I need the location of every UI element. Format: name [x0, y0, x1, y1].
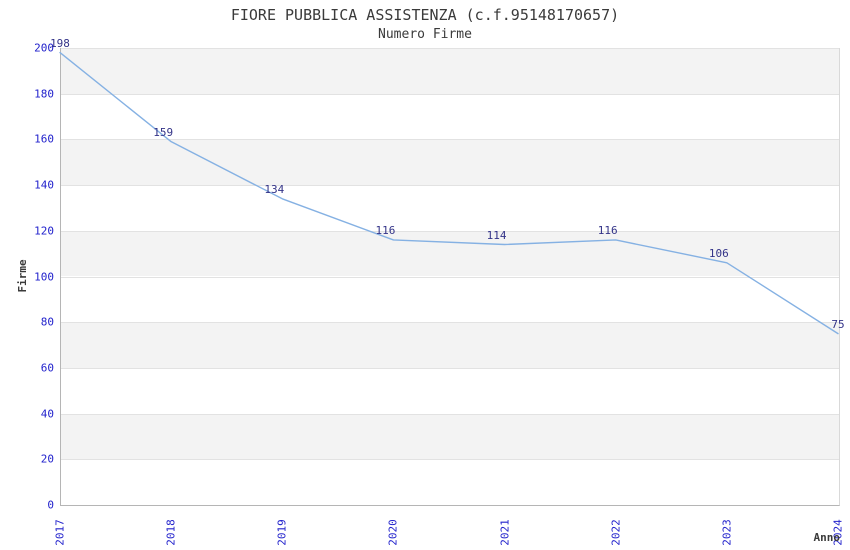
y-axis-title: Firme	[16, 259, 29, 293]
gridline	[61, 185, 839, 187]
gridline	[61, 459, 839, 461]
y-tick-label: 0	[47, 498, 54, 512]
y-tick-label: 120	[34, 224, 54, 238]
gridline	[61, 230, 839, 232]
chart-title: FIORE PUBBLICA ASSISTENZA (c.f.951481706…	[230, 6, 620, 24]
plot-band	[61, 322, 839, 368]
plot-band	[61, 276, 839, 323]
x-tick-label: 2023	[720, 519, 734, 546]
plot-band	[61, 185, 839, 231]
plot-band	[61, 367, 839, 414]
chart-subtitle: Numero Firme	[378, 27, 472, 42]
plot-band	[61, 413, 839, 460]
y-tick-label: 140	[34, 178, 54, 192]
data-label: 159	[153, 125, 174, 139]
x-tick-label: 2020	[386, 519, 400, 546]
gridline	[61, 322, 839, 324]
data-label: 114	[486, 228, 507, 242]
y-tick-label: 20	[40, 452, 54, 466]
y-tick-label: 40	[40, 407, 54, 421]
gridline	[61, 367, 839, 369]
plot-band	[61, 459, 839, 505]
data-label: 106	[708, 246, 729, 260]
gridline	[61, 276, 839, 278]
gridline	[61, 93, 839, 95]
y-tick-label: 180	[34, 87, 54, 101]
y-tick-label: 80	[40, 315, 54, 329]
plot-band	[61, 93, 839, 140]
gridline	[61, 413, 839, 415]
y-tick-label: 100	[34, 270, 54, 283]
y-tick-label: 160	[34, 132, 54, 146]
plot-band	[61, 139, 839, 186]
data-label: 198	[50, 36, 70, 50]
y-tick-label: 60	[40, 361, 54, 375]
x-tick-label: 2017	[53, 519, 67, 546]
data-label: 116	[597, 223, 618, 237]
gridline	[61, 139, 839, 141]
gridline	[61, 48, 839, 49]
data-label: 75	[831, 317, 845, 331]
data-label: 134	[264, 182, 285, 196]
plot-area	[60, 48, 840, 506]
y-tick-label: 200	[34, 41, 54, 55]
plot-band	[61, 48, 839, 94]
x-tick-label: 2022	[609, 519, 623, 546]
x-axis-title: Anno	[813, 531, 841, 544]
x-tick-label: 2018	[164, 519, 178, 546]
data-label: 116	[375, 223, 396, 237]
x-tick-label: 2019	[275, 519, 289, 546]
x-tick-label: 2021	[498, 519, 512, 546]
